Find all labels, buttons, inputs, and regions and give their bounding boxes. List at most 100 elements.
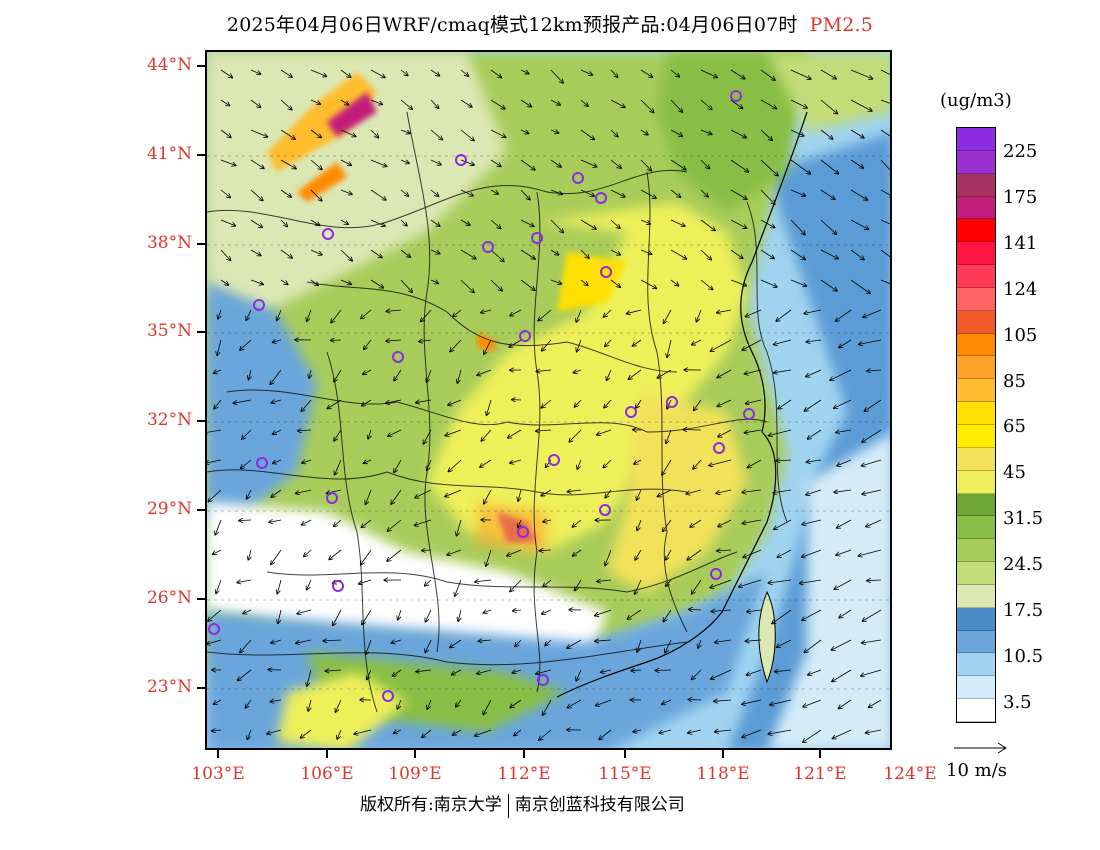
wind-arrow <box>664 309 672 323</box>
wind-arrow <box>271 639 282 643</box>
wind-arrow <box>273 429 282 434</box>
wind-arrow <box>400 189 408 196</box>
wind-arrow <box>483 699 492 715</box>
wind-arrow <box>634 459 642 464</box>
wind-arrow <box>850 159 863 168</box>
wind-arrow <box>790 219 805 235</box>
wind-arrow <box>637 519 642 530</box>
lon-tick <box>217 750 219 758</box>
wind-arrow <box>700 129 712 134</box>
wind-arrow <box>880 189 890 197</box>
wind-arrow <box>415 489 432 498</box>
wind-arrow <box>453 729 462 735</box>
wind-arrow <box>370 159 387 166</box>
wind-arrow <box>802 549 822 557</box>
lat-tick <box>197 154 205 156</box>
lon-tick <box>624 750 626 758</box>
wind-arrow <box>220 189 230 198</box>
city-marker <box>322 228 334 240</box>
wind-arrow <box>540 550 552 551</box>
wind-arrow <box>250 249 261 256</box>
wind-arrow <box>340 189 352 194</box>
city-marker <box>382 690 394 702</box>
forecast-map[interactable] <box>205 50 892 750</box>
city-marker <box>666 396 678 408</box>
footer-left: 版权所有:南京大学 <box>360 795 502 815</box>
wind-arrow <box>416 399 432 403</box>
wind-arrow <box>543 699 552 715</box>
wind-arrow <box>509 339 522 347</box>
city-markers <box>208 90 755 702</box>
wind-arrow <box>400 160 409 163</box>
wind-arrow <box>774 519 792 529</box>
wind-arrow <box>460 219 470 225</box>
legend-swatch <box>957 630 995 654</box>
wind-arrow <box>862 639 882 643</box>
wind-arrow <box>397 699 402 709</box>
legend-swatch <box>957 242 995 266</box>
wind-arrow <box>567 490 582 492</box>
legend-label-65: 65 <box>1003 416 1026 437</box>
city-marker <box>537 674 549 686</box>
wind-arrow <box>247 729 252 739</box>
wind-arrow <box>573 370 582 373</box>
wind-arrow <box>483 610 492 613</box>
wind-arrow <box>839 609 852 618</box>
legend-swatch <box>957 699 995 722</box>
map-title: 2025年04月06日WRF/cmaq模式12km预报产品:04月06日07时 P… <box>0 10 1100 37</box>
wind-arrow <box>430 280 438 283</box>
wind-arrow <box>604 399 612 408</box>
wind-arrow <box>550 279 561 284</box>
wind-arrow <box>688 729 702 733</box>
wind-arrow <box>604 309 612 317</box>
wind-arrow <box>460 189 473 196</box>
wind-arrow <box>665 639 672 653</box>
lon-tick <box>722 750 724 758</box>
wind-arrow <box>605 489 612 498</box>
wind-arrow <box>670 129 682 136</box>
lon-label-109: 109°E <box>388 764 442 784</box>
wind-arrow <box>536 430 552 431</box>
wind-arrow <box>850 129 864 138</box>
wind-arrow <box>790 129 804 136</box>
wind-arrow <box>490 69 501 78</box>
wind-arrow <box>239 520 252 521</box>
legend-label-3-5: 3.5 <box>1003 692 1032 713</box>
wind-arrow <box>280 279 288 284</box>
wind-arrow <box>271 549 282 564</box>
legend-swatch <box>957 493 995 517</box>
wind-arrow <box>670 249 686 259</box>
legend-swatch <box>957 539 995 563</box>
wind-arrow <box>610 69 618 77</box>
legend-unit: (ug/m3) <box>940 90 1012 111</box>
wind-arrow <box>808 669 822 675</box>
city-marker <box>625 406 637 418</box>
wind-arrow <box>362 399 372 406</box>
wind-arrow <box>243 609 252 614</box>
city-marker <box>256 457 268 469</box>
wind-arrow <box>508 429 522 438</box>
wind-arrow <box>398 609 402 620</box>
wind-arrow <box>850 249 864 260</box>
wind-arrow <box>354 729 372 734</box>
wind-arrow <box>803 699 822 707</box>
wind-arrow <box>730 99 743 108</box>
wind-arrow <box>514 729 522 736</box>
wind-arrow <box>690 519 702 527</box>
wind-arrow <box>518 519 521 528</box>
legend-label-225: 225 <box>1003 141 1038 162</box>
wind-arrow <box>746 399 762 404</box>
wind-arrow <box>277 579 282 594</box>
wind-arrow <box>423 429 432 444</box>
wind-arrow <box>520 159 535 170</box>
wind-arrow <box>717 369 732 378</box>
wind-arrow <box>790 99 807 108</box>
wind-arrow <box>768 729 792 734</box>
wind-arrow <box>334 519 342 526</box>
wind-arrow <box>742 490 762 492</box>
wind-arrow <box>640 159 651 171</box>
wind-arrow <box>806 340 822 342</box>
wind-arrow <box>774 369 792 373</box>
wind-arrow <box>460 69 468 76</box>
wind-arrow <box>694 399 702 411</box>
